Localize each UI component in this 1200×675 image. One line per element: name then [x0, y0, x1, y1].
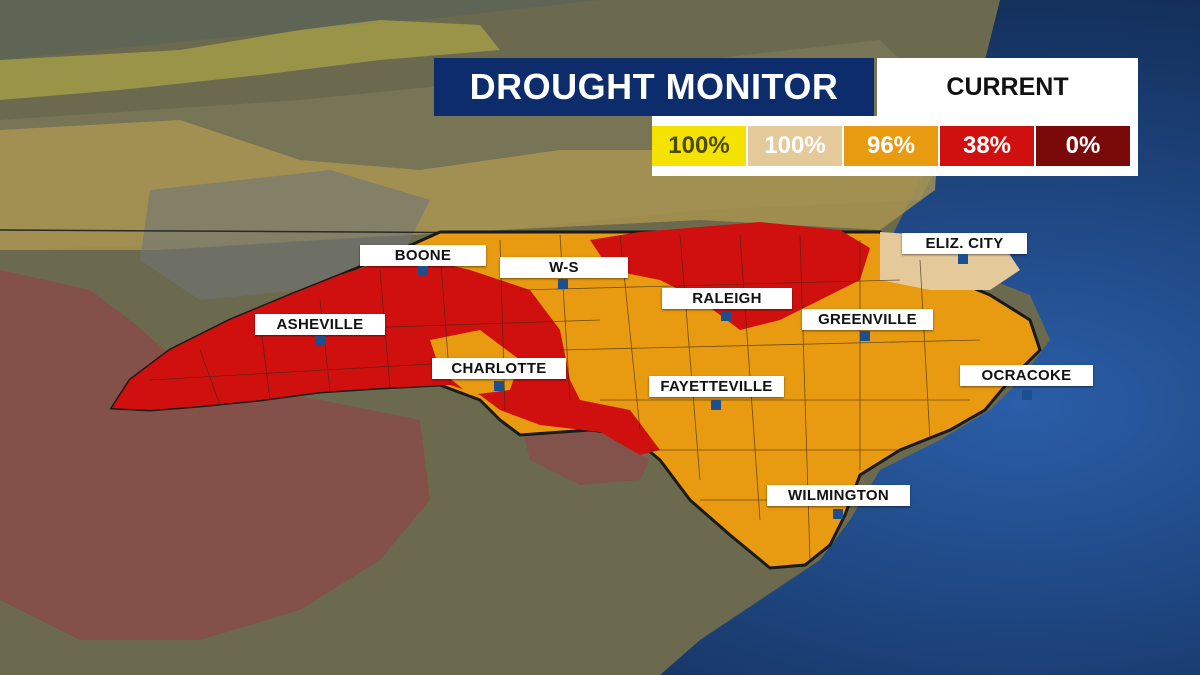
severe-drought-zone-sc — [520, 420, 650, 485]
city-marker-winston-salem — [558, 279, 568, 289]
severe-drought-west — [112, 258, 660, 455]
city-marker-asheville — [315, 336, 325, 346]
legend-cell-d4: 0% — [1036, 126, 1130, 166]
city-marker-wilmington — [833, 509, 843, 519]
city-marker-fayetteville — [711, 400, 721, 410]
abnormally-dry-band — [0, 20, 500, 100]
city-label-wilmington: WILMINGTON — [767, 485, 910, 506]
city-label-fayetteville: FAYETTEVILLE — [649, 376, 784, 397]
city-marker-eliz-city — [958, 254, 968, 264]
city-marker-greenville — [860, 331, 870, 341]
city-label-boone: BOONE — [360, 245, 486, 266]
city-label-eliz-city: ELIZ. CITY — [902, 233, 1027, 254]
city-marker-charlotte — [494, 381, 504, 391]
map-title: DROUGHT MONITOR — [434, 58, 874, 116]
legend-cell-d0: 100% — [652, 126, 746, 166]
city-marker-raleigh — [721, 311, 731, 321]
severe-drought-northeast — [590, 222, 870, 330]
city-label-asheville: ASHEVILLE — [255, 314, 385, 335]
city-label-charlotte: CHARLOTTE — [432, 358, 566, 379]
city-label-greenville: GREENVILLE — [802, 309, 933, 330]
city-label-raleigh: RALEIGH — [662, 288, 792, 309]
period-label: CURRENT — [877, 58, 1138, 116]
city-label-ocracoke: OCRACOKE — [960, 365, 1093, 386]
drought-legend: 100% 100% 96% 38% 0% — [652, 116, 1138, 176]
city-marker-ocracoke — [1022, 390, 1032, 400]
legend-cell-d1: 100% — [748, 126, 842, 166]
legend-cell-d3: 38% — [940, 126, 1034, 166]
legend-cell-d2: 96% — [844, 126, 938, 166]
city-marker-boone — [418, 266, 428, 276]
city-label-winston-salem: W-S — [500, 257, 628, 278]
extreme-drought-zone-south — [0, 270, 430, 640]
